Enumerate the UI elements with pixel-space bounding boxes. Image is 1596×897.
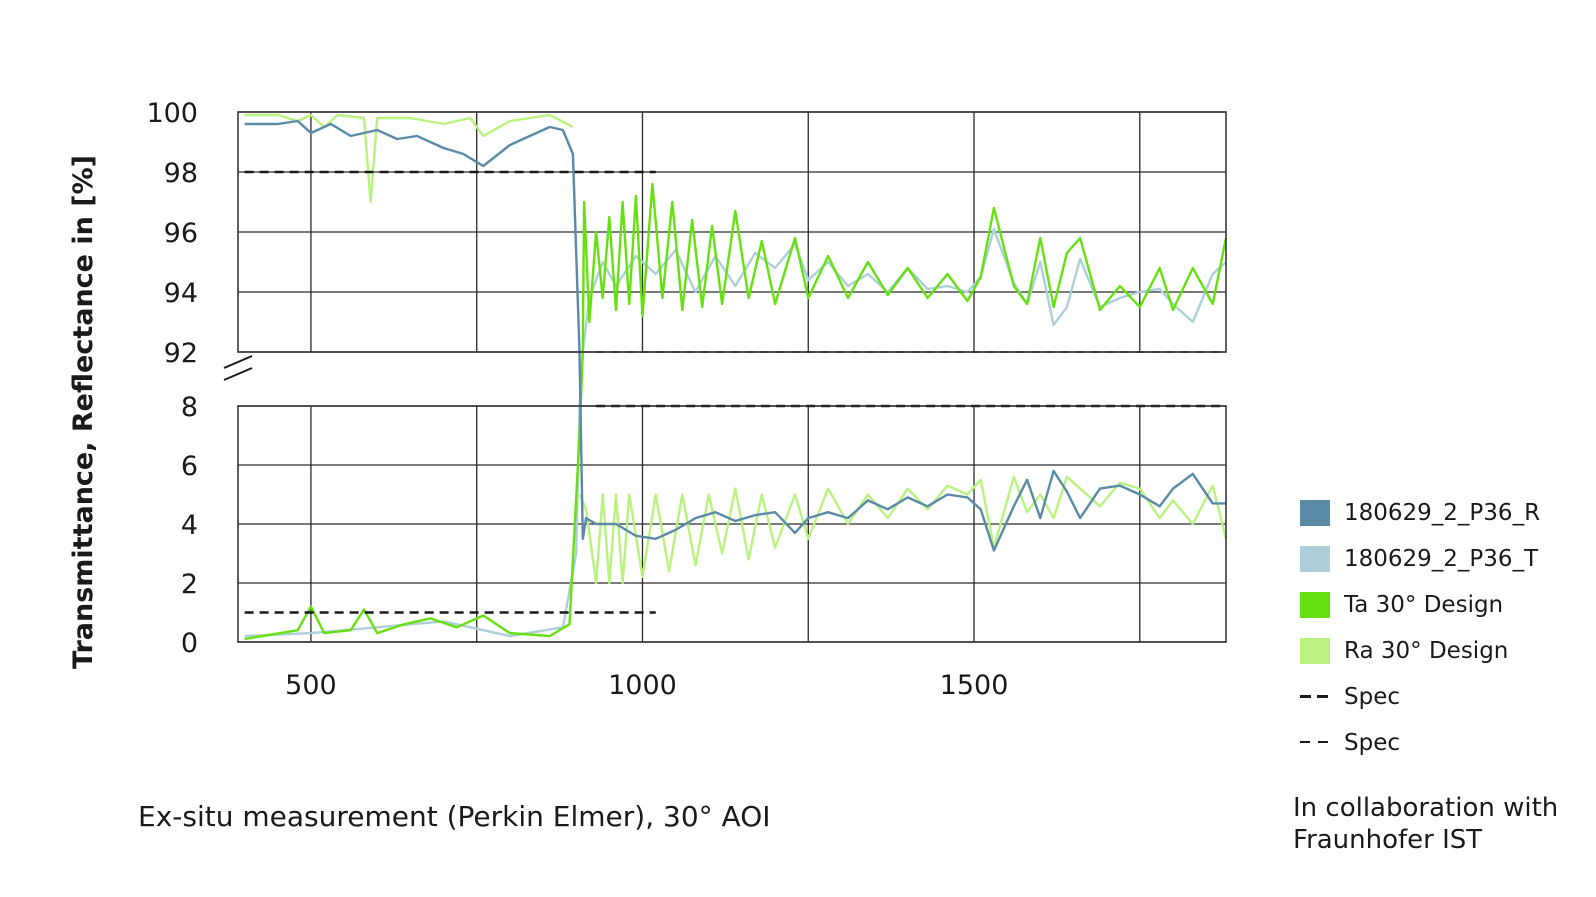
legend-label-ta: Ta 30° Design — [1344, 592, 1504, 618]
grid — [238, 111, 1226, 643]
axis-break-mark — [223, 367, 253, 381]
legend-item-ra: Ra 30° Design — [1300, 628, 1540, 674]
spec-layer — [244, 170, 1226, 614]
series-line-ta-30-design — [244, 182, 1228, 641]
tick-labels: 100 98 96 94 92 8 6 4 2 0 500 1000 1500 — [146, 98, 1008, 701]
y-tick-label-upper: 96 — [164, 218, 198, 249]
legend-swatch-ra — [1300, 638, 1330, 664]
legend-swatch-ta — [1300, 592, 1330, 618]
collaboration-line-1: In collaboration with — [1293, 793, 1559, 823]
series-line-180629-2-p36-t — [244, 227, 1227, 638]
series-line-180629-2-p36-r — [244, 119, 1226, 552]
legend-item-t: 180629_2_P36_T — [1300, 536, 1540, 582]
measurement-note: Ex-situ measurement (Perkin Elmer), 30° … — [138, 800, 771, 833]
y-tick-label-lower: 4 — [181, 510, 198, 541]
legend-swatch-spec-bold — [1300, 684, 1330, 710]
y-tick-label-lower: 2 — [181, 569, 198, 600]
legend-swatch-spec-thin — [1300, 730, 1330, 756]
legend-label-t: 180629_2_P36_T — [1344, 546, 1539, 572]
legend-label-spec-bold: Spec — [1344, 684, 1400, 710]
axis-break-mark — [223, 355, 253, 369]
y-tick-label-upper: 94 — [164, 278, 198, 309]
axes — [223, 111, 1227, 643]
legend-swatch-t — [1300, 546, 1330, 572]
collaboration-line-2: Fraunhofer IST — [1293, 825, 1483, 855]
legend: 180629_2_P36_R 180629_2_P36_T Ta 30° Des… — [1300, 490, 1540, 766]
y-tick-label-lower: 0 — [181, 628, 198, 659]
legend-label-spec-thin: Spec — [1344, 730, 1400, 756]
legend-swatch-r — [1300, 500, 1330, 526]
legend-item-ta: Ta 30° Design — [1300, 582, 1540, 628]
x-tick-label: 1000 — [608, 670, 677, 701]
y-tick-label-upper: 98 — [164, 158, 198, 189]
legend-label-r: 180629_2_P36_R — [1344, 500, 1541, 526]
x-tick-label: 1500 — [940, 670, 1009, 701]
collaboration-note: In collaboration with Fraunhofer IST — [1293, 792, 1558, 856]
upper-panel-frame — [237, 111, 1227, 353]
y-tick-label-lower: 8 — [181, 392, 198, 423]
legend-item-r: 180629_2_P36_R — [1300, 490, 1540, 536]
lower-panel-frame — [237, 405, 1227, 643]
legend-item-spec-thin: Spec — [1300, 720, 1540, 766]
y-axis-label: Transmittance, Reflectance in [%] — [68, 155, 99, 669]
x-tick-label: 500 — [285, 670, 337, 701]
legend-label-ra: Ra 30° Design — [1344, 638, 1509, 664]
series-layer — [244, 113, 1228, 641]
legend-item-spec-bold: Spec — [1300, 674, 1540, 720]
y-tick-label-lower: 6 — [181, 451, 198, 482]
y-tick-label-upper: 92 — [164, 338, 198, 369]
y-tick-label-upper: 100 — [146, 98, 198, 129]
